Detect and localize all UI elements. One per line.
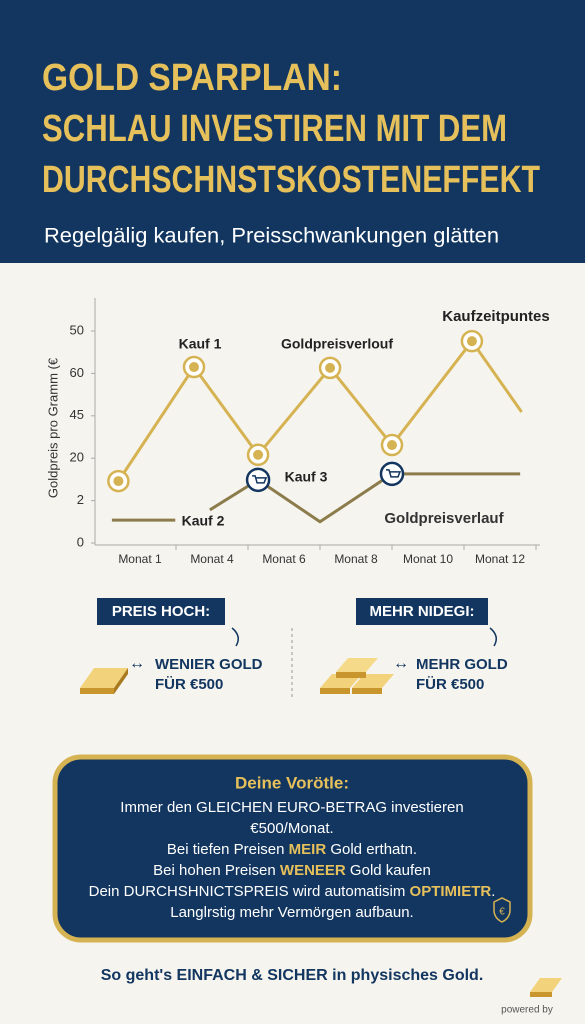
buy-marker-core [325, 362, 336, 373]
advantage-line: Immer den GLEICHEN EURO-BETRAG investier… [120, 799, 463, 816]
buy-marker-core [387, 440, 397, 451]
annotation: Kauf 2 [182, 513, 225, 529]
subtitle: Regelgälig kaufen, Preisschwankungen glä… [44, 225, 499, 248]
advantage-part: Langlrstig mehr Vermörgen aufbaun. [170, 904, 413, 921]
series-label: Goldpreisverlouf [281, 336, 393, 352]
series-line [111, 472, 521, 524]
y-tick-label: 50 [70, 322, 84, 337]
cart-icon [252, 475, 268, 484]
panel-label-box [356, 598, 488, 625]
y-tick-label: 60 [70, 365, 84, 380]
shield-icon [493, 897, 511, 923]
annotation: Kauf 1 [179, 336, 222, 352]
arrow: ↔ [393, 655, 409, 672]
advantage-part: Bei hohen Preisen [153, 862, 280, 879]
advantage-part: Bei tiefen Preisen [167, 841, 289, 858]
x-tick-label: Monat 10 [403, 552, 453, 566]
gold-bar-icon [80, 668, 128, 694]
panel-label: PREIS HOCH: [112, 603, 210, 620]
footer-gold-icon [530, 978, 562, 997]
y-axis-label: Goldpreis pro Gramm (€ [45, 357, 60, 498]
panel-text: MEHR GOLD [416, 656, 508, 673]
arrow: ↔ [129, 655, 145, 672]
panel-text: FÜR €500 [416, 676, 484, 693]
advantages-box [52, 754, 533, 943]
advantage-line: Bei tiefen Preisen MEIR Gold erthatn. [167, 841, 417, 858]
buy-marker-core [113, 476, 124, 487]
panel-label: MEHR NIDEGI: [370, 603, 475, 620]
advantage-part: €500/Monat. [250, 820, 333, 837]
panel-label-box [97, 598, 225, 625]
advantage-part: WENEER [280, 862, 346, 879]
buy-marker-core [466, 336, 477, 347]
advantage-line: Bei hohen Preisen WENEER Gold kaufen [153, 862, 431, 879]
cart-marker [379, 461, 405, 487]
advantage-part: Immer den GLEICHEN EURO-BETRAG investier… [120, 799, 463, 816]
y-tick-label: 45 [70, 407, 84, 422]
title-line: DURCHSCHNSTSKOSTENEFFEKT [42, 159, 540, 201]
x-tick-label: Monat 1 [118, 552, 162, 566]
curved-arrow [231, 627, 239, 647]
buy-marker-core [253, 449, 264, 460]
x-tick-label: Monat 12 [475, 552, 525, 566]
advantages-title: Deine Vorötle: [235, 773, 349, 792]
title-line: SCHLAU INVESTIREN MIT DEM [42, 108, 507, 150]
panel-text: WENIER GOLD [155, 656, 263, 673]
series-label: Goldpreisverlauf [384, 510, 504, 527]
annotation: Kauf 3 [285, 469, 328, 485]
y-tick-label: 2 [77, 492, 84, 507]
x-tick-label: Monat 8 [334, 552, 378, 566]
header-band [0, 0, 585, 263]
advantage-part: Gold erthatn. [326, 841, 417, 858]
buy-marker-core [189, 362, 199, 373]
advantage-line: Langlrstig mehr Vermörgen aufbaun. [170, 904, 413, 921]
advantage-part: . [491, 883, 495, 900]
y-tick-label: 0 [77, 534, 84, 549]
y-tick-label: 20 [70, 450, 84, 465]
cart-marker [245, 467, 271, 493]
annotation: Kaufzeitpuntes [442, 308, 550, 325]
advantage-part: OPTIMIETR [410, 883, 492, 900]
curved-arrow [489, 627, 497, 647]
advantage-line: €500/Monat. [250, 820, 333, 837]
x-tick-label: Monat 6 [262, 552, 306, 566]
panel-text: FÜR €500 [155, 676, 223, 693]
footer-text: So geht's EINFACH & SICHER in physisches… [101, 967, 484, 984]
advantage-part: Gold kaufen [346, 862, 431, 879]
shield-euro: € [499, 907, 505, 918]
advantage-part: MEIR [289, 841, 327, 858]
advantage-line: Dein DURCHSHNICTSPREIS wird automatisim … [89, 883, 496, 900]
x-tick-label: Monat 4 [190, 552, 234, 566]
gold-stack-icon [320, 658, 394, 694]
powered-by: powered by [501, 1005, 553, 1016]
advantage-part: Dein DURCHSHNICTSPREIS wird automatisim [89, 883, 410, 900]
title-line: GOLD SPARPLAN: [42, 57, 342, 99]
cart-icon [386, 469, 402, 478]
